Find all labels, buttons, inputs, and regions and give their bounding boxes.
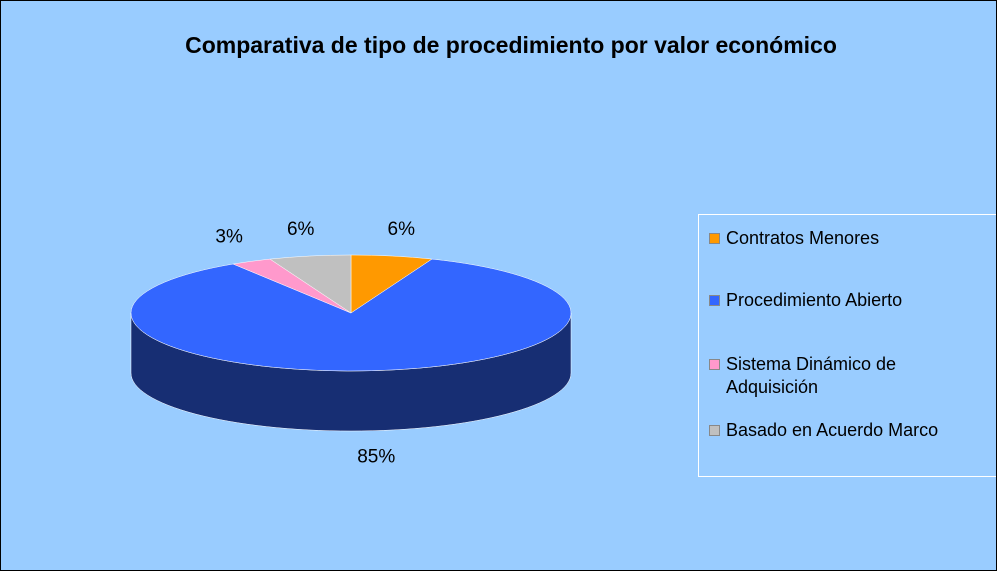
legend-swatch: [709, 425, 720, 436]
legend-label: Procedimiento Abierto: [726, 290, 903, 310]
legend-swatch: [709, 359, 720, 370]
legend-item: Basado en Acuerdo Marco: [709, 419, 996, 442]
legend: Contratos Menores Procedimiento Abierto Si…: [698, 214, 996, 477]
legend-swatch: [709, 233, 720, 244]
data-label: 85%: [357, 446, 395, 467]
slice: [130, 258, 572, 372]
legend-swatch: [709, 295, 720, 306]
data-label: 6%: [388, 219, 416, 240]
data-label: 6%: [287, 219, 315, 240]
legend-label: Basado en Acuerdo Marco: [726, 420, 939, 440]
chart-title: Comparativa de tipo de procedimiento por…: [185, 32, 837, 58]
legend-item: Sistema Dinámico de Adquisición: [709, 353, 996, 399]
legend-label: Sistema Dinámico de Adquisición: [726, 354, 897, 397]
legend-item: Contratos Menores: [709, 227, 996, 250]
data-label: 3%: [215, 226, 243, 247]
legend-item: Procedimiento Abierto: [709, 289, 996, 312]
slice: [269, 254, 352, 314]
legend-label: Contratos Menores: [726, 228, 880, 248]
